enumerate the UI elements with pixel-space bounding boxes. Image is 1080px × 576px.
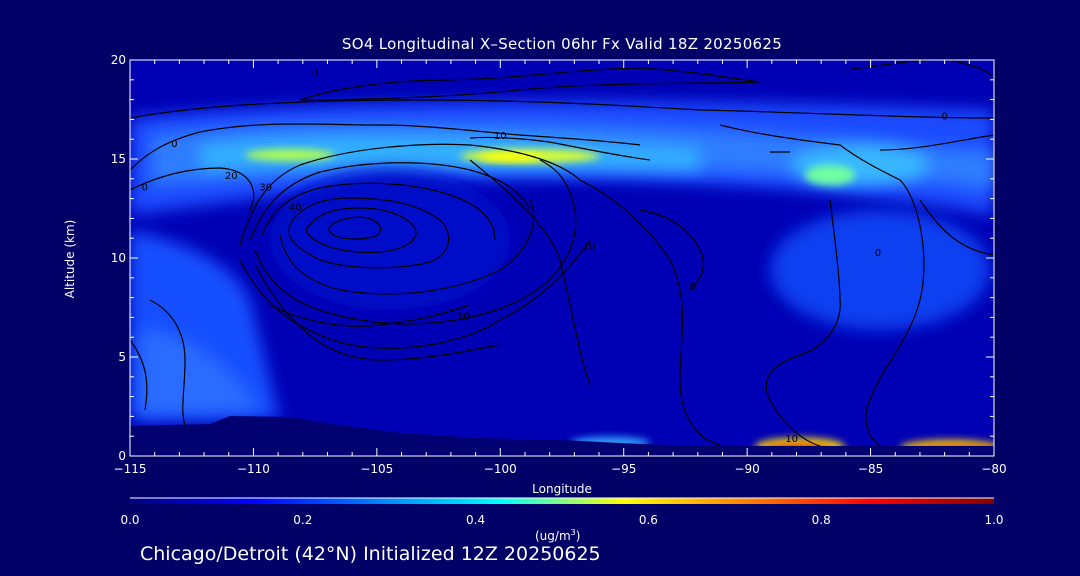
highlight-upper-left [245,149,335,161]
x-axis: −115 −110 −105 −100 −95 −90 −85 −80 [114,60,1007,476]
y-tick-label: 0 [118,449,126,463]
contour-left-lower [149,299,186,426]
contour-30 [249,162,531,241]
contour-label: 0 [171,139,177,150]
contour-label: 0 [690,282,696,293]
contour-label: 30 [259,183,272,194]
contour-label: 20 [225,171,238,182]
highlight-upper-center-core [480,153,540,161]
contour-left-lower-2 [130,339,148,411]
contour-10-lower [269,304,471,327]
upper-layer-bright [200,135,700,170]
y-tick-label: 15 [111,152,126,166]
chart-title: SO4 Longitudinal X–Section 06hr Fx Valid… [341,35,783,53]
x-tick-label: −95 [611,462,636,476]
contour-inner-3 [328,216,382,240]
colorbar: 0.0 0.2 0.4 0.6 0.8 1.0 [120,497,1004,527]
contour-label: 0 [875,248,881,259]
x-tick-label: −80 [981,462,1006,476]
contour-mid-right [579,179,721,446]
colorbar-gradient [130,498,994,504]
contour-top-0 [299,67,761,101]
contour-label: 10 [583,242,596,253]
contour-label: 10 [457,311,470,322]
x-tick-label: −115 [114,462,147,476]
contour-0-inner [130,167,255,211]
contour-lower-wrap [254,264,501,361]
contour-label: 0 [142,183,148,194]
vortex-dark-core [270,170,510,310]
right-mid-region [770,210,990,330]
contour-label: 10 [785,434,798,445]
contour-far-right-2 [919,199,994,256]
contour-label: 0 [312,68,318,79]
highlight-upper-right [805,165,855,185]
x-tick-label: −90 [734,462,759,476]
colorbar-units-label: (ug/m3) [535,528,581,543]
colorbar-tick-label: 0.4 [466,513,485,527]
contour-wrap-1 [279,199,535,295]
y-axis-label: Altitude (km) [63,219,77,299]
x-tick-label: −85 [858,462,883,476]
contour-0-mid [469,159,591,386]
contour-lines [130,60,994,447]
terrain [130,416,994,456]
contour-20 [239,143,581,246]
footer-caption: Chicago/Detroit (42°N) Initialized 12Z 2… [140,543,601,565]
colorbar-tick-label: 0.0 [120,513,139,527]
contour-right-mid [765,199,841,447]
so4-concentration-field [130,60,994,456]
colorbar-tick-label: 1.0 [984,513,1003,527]
x-tick-label: −105 [360,462,393,476]
y-axis: 0 5 10 15 20 [111,53,994,463]
y-tick-label: 20 [111,53,126,67]
contour-label: 10 [494,131,507,142]
colorbar-tick-label: 0.6 [639,513,658,527]
contour-far-right [879,134,994,151]
contour-labels: 0 0 0 0 0 10 20 30 40 10 0 10 10 [142,68,948,445]
contour-0-left [130,123,641,171]
x-axis-label: Longitude [532,482,592,496]
contour-wrap-3 [239,239,591,349]
left-lower-bright [140,330,260,415]
colorbar-tick-label: 0.8 [812,513,831,527]
contour-0-right [719,124,925,447]
contour-wrap-2 [254,159,577,325]
contour-0-upper [130,99,994,119]
contour-40 [261,182,496,241]
y-tick-label: 10 [111,251,126,265]
contour-inner-1 [288,197,450,269]
contour-label: 40 [289,202,302,213]
contour-10 [469,136,651,161]
x-tick-label: −110 [237,462,270,476]
y-tick-label: 5 [118,350,126,364]
contour-inner-2 [305,207,417,253]
colorbar-tick-label: 0.2 [293,513,312,527]
contour-label: 0 [941,111,947,122]
contour-right-1 [639,209,704,291]
contour-top-right [844,60,994,77]
x-tick-label: −100 [484,462,517,476]
